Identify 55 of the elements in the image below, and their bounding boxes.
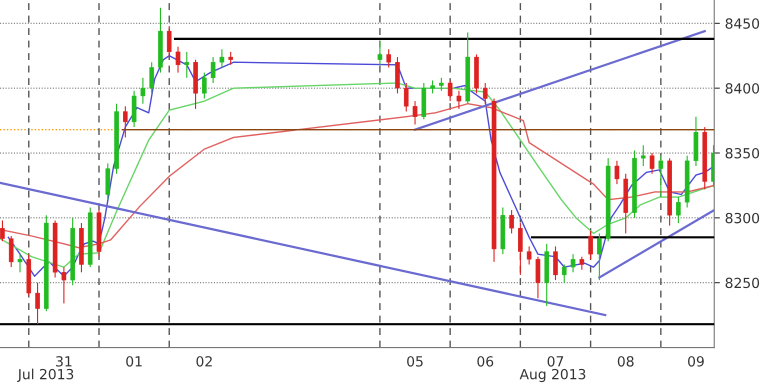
candlestick: [166, 25, 172, 58]
candlestick: [536, 256, 540, 299]
candlestick: [456, 90, 462, 110]
candlestick: [18, 254, 22, 273]
text: Aug 2013: [520, 368, 586, 382]
candlestick: [482, 82, 488, 104]
x-tick-label: 31: [56, 356, 72, 367]
x-tick-label: 07: [548, 356, 564, 367]
candlestick: [176, 46, 180, 74]
candlestick: [228, 51, 233, 66]
candlestick: [509, 210, 514, 234]
candlestick: [62, 266, 66, 304]
candlestick: [210, 56, 216, 84]
candlestick: [448, 80, 452, 102]
text: Jul 2013: [17, 368, 74, 382]
candlestick: [412, 100, 418, 126]
candlestick: [658, 155, 664, 198]
candlestick: [439, 77, 444, 92]
x-tick-label: 06: [477, 356, 494, 367]
line-series: [0, 82, 714, 268]
x-tick-label: 08: [618, 356, 634, 367]
candlestick: [614, 160, 620, 185]
candlestick: [518, 222, 523, 276]
candlestick: [35, 282, 40, 325]
x-tick-label: 09: [688, 356, 704, 367]
x-tick-label: 05: [407, 356, 423, 367]
y-tick-label: 8400: [726, 83, 760, 94]
candlestick: [597, 232, 602, 281]
candlestick: [588, 230, 593, 260]
y-tick-label: 8350: [726, 148, 760, 158]
candlestick: [0, 220, 5, 242]
candlestick: [650, 152, 654, 174]
x-tick-label: 02: [196, 356, 212, 367]
candlestick: [553, 246, 558, 281]
candlestick: [526, 246, 532, 266]
candlestick: [580, 256, 584, 270]
y-tick-label: 8250: [726, 278, 760, 288]
y-tick-label: 8450: [726, 18, 760, 29]
candlestick: [149, 62, 154, 94]
y-tick-label: 8300: [726, 212, 760, 224]
candlestick: [404, 82, 409, 112]
candlestick: [8, 235, 14, 268]
candlestick: [430, 80, 435, 94]
candlestick: [378, 40, 382, 66]
x-tick-label: 01: [126, 356, 142, 367]
candlestick: [220, 48, 224, 68]
candlestick: [676, 196, 681, 224]
candlestick: [570, 254, 576, 273]
candlestick: [123, 106, 128, 138]
candlestick: [640, 144, 646, 167]
candlestick: [140, 77, 146, 104]
candlestick: [562, 264, 567, 284]
candlestick: [202, 72, 207, 100]
candlestick: [386, 48, 392, 68]
candlestick: [184, 51, 190, 78]
